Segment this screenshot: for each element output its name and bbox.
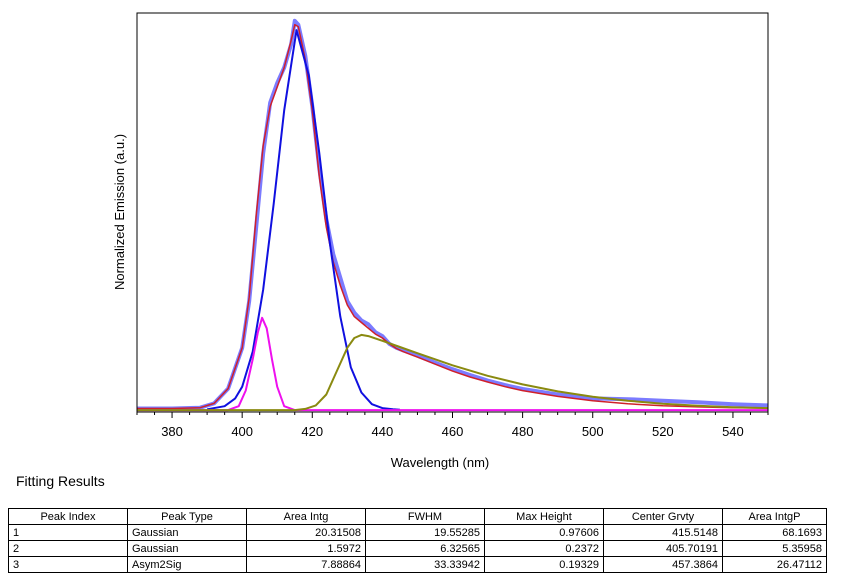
table-cell: 6.32565 (365, 540, 485, 557)
column-header: Area Intg (246, 508, 366, 525)
x-tick-label: 520 (652, 424, 674, 439)
table-cell: 415.5148 (603, 524, 723, 541)
fitting-results-table: Peak Index Peak Type Area Intg FWHM Max … (8, 508, 827, 573)
column-header: Center Grvty (603, 508, 723, 525)
fitting-results-title: Fitting Results (16, 473, 105, 489)
cumulative-fit-line (137, 23, 769, 410)
table-row: 3 Asym2Sig 7.88864 33.33942 0.19329 457.… (8, 556, 827, 573)
column-header: Peak Type (127, 508, 247, 525)
table-cell: 3 (8, 556, 128, 573)
peak-3-asym2sig-line (137, 333, 769, 412)
x-tick-label: 480 (512, 424, 534, 439)
peak-2-gaussian-line (137, 316, 768, 412)
column-header: Max Height (484, 508, 604, 525)
table-cell: 1.5972 (246, 540, 366, 557)
plot-frame (136, 12, 769, 413)
x-tick-label: 380 (161, 424, 183, 439)
table-cell: 457.3864 (603, 556, 723, 573)
table-cell: 2 (8, 540, 128, 557)
plot-area (137, 18, 769, 412)
x-tick-label: 400 (231, 424, 253, 439)
column-header: FWHM (365, 508, 485, 525)
emission-chart: 380 400 420 440 460 480 500 520 540 Wavelength (… (112, 12, 769, 470)
table-cell: 68.1693 (722, 524, 827, 541)
table-row: 2 Gaussian 1.5972 6.32565 0.2372 405.701… (8, 540, 827, 557)
y-axis-title: Normalized Emission (a.u.) (112, 134, 127, 290)
column-header: Peak Index (8, 508, 128, 525)
column-header: Area IntgP (722, 508, 827, 525)
table-cell: 0.2372 (484, 540, 604, 557)
table-header-row: Peak Index Peak Type Area Intg FWHM Max … (8, 508, 827, 525)
x-tick-label: 420 (301, 424, 323, 439)
x-tick-label: 460 (442, 424, 464, 439)
table-cell: 0.97606 (484, 524, 604, 541)
measured-spectrum-line (137, 18, 769, 411)
table-cell: Gaussian (127, 540, 247, 557)
table-cell: Asym2Sig (127, 556, 247, 573)
table-cell: 19.55285 (365, 524, 485, 541)
table-cell: 0.19329 (484, 556, 604, 573)
table-cell: 26.47112 (722, 556, 827, 573)
x-tick-label: 540 (722, 424, 744, 439)
table-cell: 7.88864 (246, 556, 366, 573)
table-row: 1 Gaussian 20.31508 19.55285 0.97606 415… (8, 524, 827, 541)
x-tick-label: 500 (582, 424, 604, 439)
table-cell: Gaussian (127, 524, 247, 541)
x-axis: 380 400 420 440 460 480 500 520 540 (136, 412, 769, 439)
table-cell: 1 (8, 524, 128, 541)
peak-1-gaussian-line (206, 29, 400, 411)
x-axis-title: Wavelength (nm) (391, 455, 490, 470)
table-cell: 33.33942 (365, 556, 485, 573)
x-tick-label: 440 (372, 424, 394, 439)
table-cell: 405.70191 (603, 540, 723, 557)
table-cell: 20.31508 (246, 524, 366, 541)
table-cell: 5.35958 (722, 540, 827, 557)
